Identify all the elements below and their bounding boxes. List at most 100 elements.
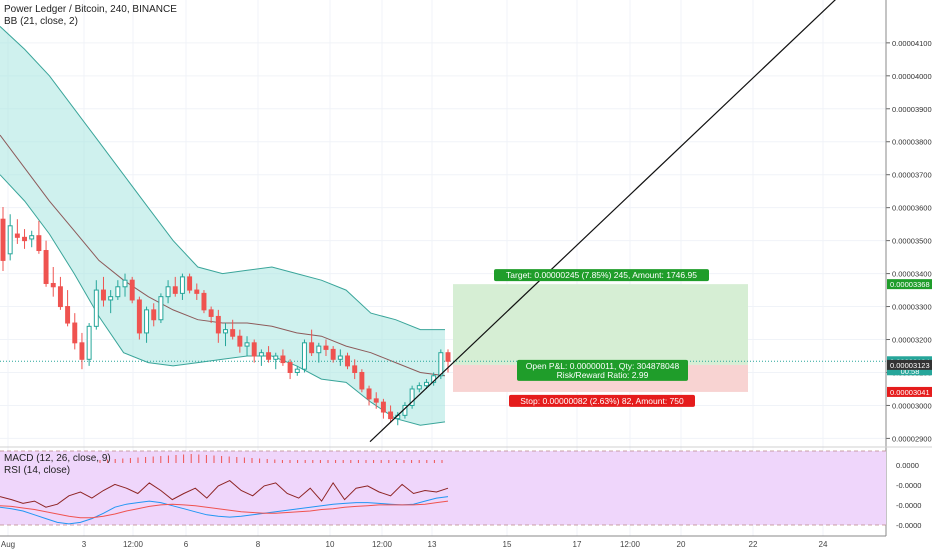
x-tick-label: Aug: [1, 540, 15, 549]
stop-price-tag: 0.00003041: [890, 388, 930, 397]
y-tick-label: 0.00003400: [892, 270, 932, 279]
macd-legend: MACD (12, 26, close, 9): [4, 453, 111, 464]
x-tick-label: 12:00: [372, 540, 393, 549]
candle-body: [36, 235, 42, 252]
candle-body: [115, 286, 121, 298]
candle-body: [208, 309, 214, 317]
symbol-title: Power Ledger / Bitcoin, 240, BINANCE: [4, 4, 177, 15]
entry-price-tag-box: [887, 359, 932, 370]
candle-body: [409, 388, 415, 406]
target-label-box: [494, 269, 709, 282]
entry-price-tag: 0.00003123: [890, 361, 930, 370]
y-tick-label: 0.00003900: [892, 105, 932, 114]
candle-body: [93, 289, 99, 327]
candle-body: [86, 325, 92, 360]
candle-body: [151, 309, 157, 321]
y-tick-label: 0.00003000: [892, 401, 932, 410]
candle-body: [108, 296, 114, 301]
y-tick-label: 0.00003300: [892, 303, 932, 312]
target-zone[interactable]: [453, 284, 748, 365]
target-label: Target: 0.00000245 (7.85%) 245, Amount: …: [506, 270, 697, 280]
candle-body: [323, 345, 329, 350]
candle-body: [423, 381, 429, 387]
x-tick-label: 3: [82, 540, 87, 549]
candle-body: [79, 342, 85, 360]
y-tick-label: 0.00003200: [892, 336, 932, 345]
candle-body: [14, 233, 20, 238]
x-tick-label: 17: [573, 540, 582, 549]
rsi-line: [0, 480, 449, 508]
candle-body: [294, 368, 300, 373]
y-tick-label: 0.00003700: [892, 171, 932, 180]
osc-tick-label: -0.0000: [896, 521, 921, 530]
target-price-tag: 0.00003368: [890, 280, 930, 289]
candle-body: [266, 352, 272, 360]
y-tick-label: 0.00003800: [892, 138, 932, 147]
x-tick-label: 12:00: [620, 540, 641, 549]
stop-label-box: [509, 394, 695, 407]
bb-basis-line: [0, 134, 446, 377]
candle-body: [366, 388, 372, 400]
bb-band-fill: [0, 26, 445, 426]
candle-body: [416, 385, 422, 390]
osc-tick-label: -0.0000: [896, 501, 921, 510]
candle-body: [380, 401, 386, 413]
trend-line[interactable]: [369, 0, 842, 443]
x-tick-label: 20: [677, 540, 686, 549]
rsi-band-fill: [0, 451, 886, 525]
candle-body: [72, 322, 78, 344]
candle-body: [237, 335, 243, 347]
candle-body: [22, 236, 28, 242]
candle-body: [352, 365, 358, 373]
x-tick-label: 12:00: [123, 540, 144, 549]
candle-body: [388, 411, 394, 420]
candle-body: [345, 355, 350, 367]
candle-body: [101, 289, 106, 301]
countdown-box: [887, 366, 932, 376]
candle-body: [215, 315, 221, 334]
candle-body: [29, 235, 35, 240]
candle-body: [316, 345, 322, 354]
candle-body: [309, 342, 315, 354]
candle-body: [438, 352, 444, 377]
candle-body: [136, 299, 142, 334]
target-price-tag-box: [887, 279, 932, 290]
candle-body: [7, 225, 13, 255]
candle-body: [43, 250, 49, 284]
candle-body: [230, 329, 236, 337]
candle-body: [223, 329, 228, 334]
candle-body: [273, 355, 279, 360]
candle-body: [122, 279, 128, 288]
candle-body: [201, 292, 207, 311]
open-pnl-box: [517, 359, 688, 381]
candle-body: [194, 289, 200, 294]
risk-reward-label: Risk/Reward Ratio: 2.99: [557, 370, 649, 380]
candle-body: [251, 342, 257, 357]
x-tick-label: 13: [428, 540, 437, 549]
countdown-tag: 00:58: [901, 367, 920, 376]
candle-body: [50, 282, 56, 288]
macd-line: [0, 496, 449, 525]
candle-body: [129, 279, 135, 301]
candle-body: [187, 276, 193, 291]
candle-body: [65, 306, 71, 324]
candle-body: [258, 352, 264, 357]
candle-body: [165, 286, 171, 298]
x-tick-label: 6: [184, 540, 189, 549]
candle-body: [57, 286, 63, 308]
signal-line: [0, 500, 449, 519]
x-tick-label: 24: [819, 540, 828, 549]
candle-body: [280, 355, 286, 364]
bb-lower-line: [0, 174, 446, 426]
candle-body: [373, 398, 379, 403]
y-tick-label: 0.00004100: [892, 39, 932, 48]
candle-body: [144, 309, 150, 334]
open-pnl-label: Open P&L: 0.00000011, Qty: 304878048: [526, 361, 680, 371]
y-tick-label: 0.00003500: [892, 237, 932, 246]
stop-price-tag-box: [887, 386, 932, 397]
candle-body: [359, 371, 365, 390]
stop-label: Stop: 0.00000082 (2.63%) 82, Amount: 750: [520, 396, 684, 406]
candle-body: [301, 342, 307, 370]
